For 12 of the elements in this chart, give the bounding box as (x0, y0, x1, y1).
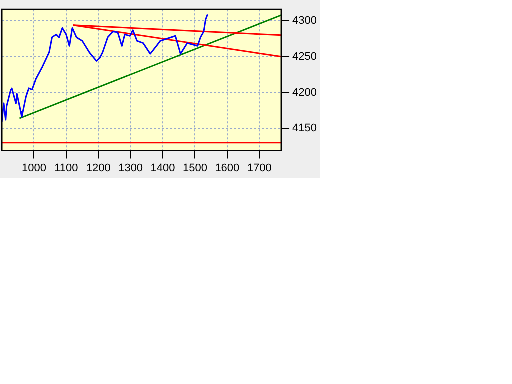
y-tick-label: 4300 (292, 15, 318, 28)
x-tick-label: 1500 (182, 162, 208, 174)
y-tick-label: 4150 (292, 122, 318, 135)
x-tick-label: 1100 (54, 162, 78, 174)
x-tick-label: 1600 (215, 162, 240, 174)
x-tick-label: 1400 (150, 162, 176, 174)
x-tick-label: 1200 (86, 162, 111, 174)
x-tick-label: 1300 (118, 162, 144, 174)
y-tick-label: 4250 (292, 50, 318, 63)
y-tick-label: 4200 (292, 86, 318, 99)
x-tick-label: 1700 (247, 162, 272, 174)
x-tick-label: 1000 (22, 162, 46, 174)
